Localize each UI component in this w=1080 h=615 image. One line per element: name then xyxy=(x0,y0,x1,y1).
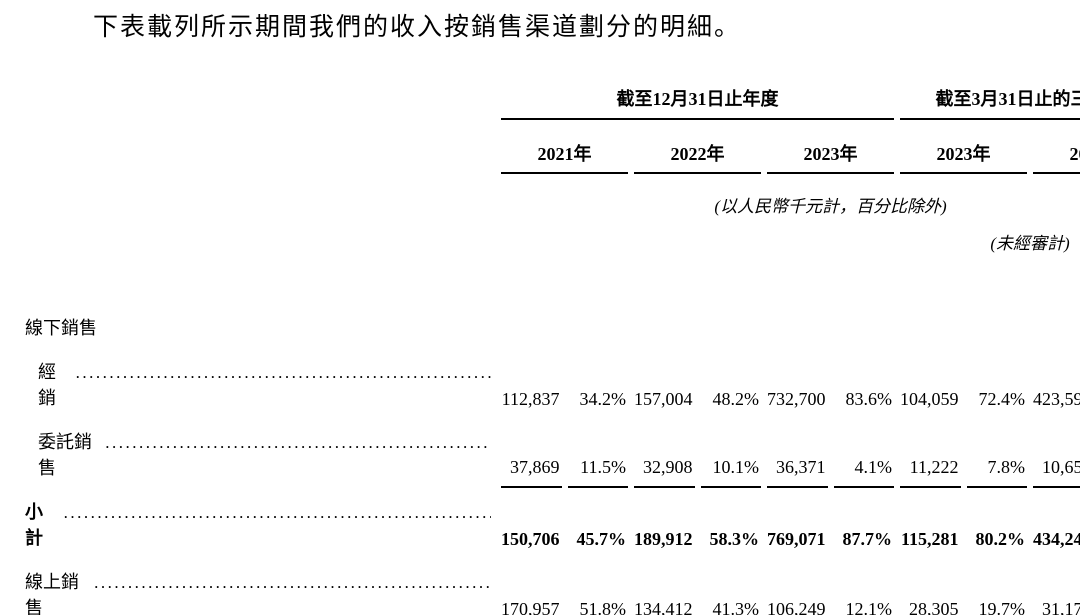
dot-leader xyxy=(76,363,491,383)
table-row-subtotal: 小計 150,706 45.7% 189,912 58.3% 769,071 8… xyxy=(25,488,1080,558)
row-label: 小計 xyxy=(25,501,43,548)
dot-leader xyxy=(64,503,491,523)
cell-percent: 80.2% xyxy=(975,528,1026,549)
table-row-consignment: 委託銷售 37,869 11.5% 32,908 10.1% 36,371 4.… xyxy=(25,418,1080,488)
cell-value: 104,059 xyxy=(900,388,959,409)
year-header-2021: 2021年 xyxy=(501,120,628,174)
cell-percent: 45.7% xyxy=(576,528,627,549)
cell-value: 32,908 xyxy=(634,418,695,488)
cell-value: 106,249 xyxy=(767,598,826,615)
cell-percent: 7.8% xyxy=(966,418,1027,488)
cell-percent: 12.1% xyxy=(845,598,893,615)
empty-corner-cell xyxy=(25,85,495,120)
cell-value: 112,837 xyxy=(501,388,560,409)
row-label: 委託銷售 xyxy=(38,431,92,478)
cell-value: 37,869 xyxy=(501,418,562,488)
cell-value: 150,706 xyxy=(501,528,560,549)
cell-value: 10,650 xyxy=(1033,418,1080,488)
cell-value: 115,281 xyxy=(900,528,959,549)
year-header-row: 2021年 2022年 2023年 2023年 2024年 xyxy=(25,120,1080,174)
cell-percent: 87.7% xyxy=(842,528,893,549)
year-header-2024q1: 2024年 xyxy=(1033,120,1080,174)
dot-leader xyxy=(94,573,491,593)
cell-value: 36,371 xyxy=(767,418,828,488)
cell-percent: 10.1% xyxy=(700,418,761,488)
row-label: 線下銷售 xyxy=(25,317,97,338)
year-header-2023: 2023年 xyxy=(767,120,894,174)
table-row-offline-sales: 線下銷售 xyxy=(25,304,1080,348)
cell-value: 189,912 xyxy=(634,528,693,549)
cell-value: 11,222 xyxy=(900,418,961,488)
unit-note: (以人民幣千元計，百分比除外) xyxy=(714,196,947,216)
cell-percent: 48.2% xyxy=(712,388,760,409)
table-row-online-sales: 線上銷售 170,957 51.8% 134,412 41.3% 106,249… xyxy=(25,558,1080,615)
dot-leader xyxy=(105,433,491,453)
cell-percent: 19.7% xyxy=(978,598,1026,615)
row-label: 經銷 xyxy=(38,361,56,408)
cell-value: 732,700 xyxy=(767,388,826,409)
year-header-2022: 2022年 xyxy=(634,120,761,174)
period-group-quarter: 截至3月31日止的三個月 xyxy=(900,85,1080,120)
unit-note-row: (以人民幣千元計，百分比除外) xyxy=(25,174,1080,217)
cell-value: 157,004 xyxy=(634,388,693,409)
cell-percent: 83.6% xyxy=(845,388,893,409)
period-group-annual: 截至12月31日止年度 xyxy=(501,85,894,120)
cell-value: 434,249 xyxy=(1033,528,1080,549)
intro-text: 下表載列所示期間我們的收入按銷售渠道劃分的明細。 xyxy=(93,14,742,41)
cell-percent: 51.8% xyxy=(579,598,627,615)
cell-value: 28,305 xyxy=(909,598,959,615)
cell-percent: 11.5% xyxy=(567,418,628,488)
cell-percent: 72.4% xyxy=(978,388,1026,409)
cell-percent: 41.3% xyxy=(712,598,760,615)
year-header-2023q1: 2023年 xyxy=(900,120,1027,174)
cell-percent: 58.3% xyxy=(709,528,760,549)
cell-value: 170,957 xyxy=(501,598,560,615)
spacer-row xyxy=(25,254,1080,304)
table-row-distribution: 經銷 112,837 34.2% 157,004 48.2% 732,700 8… xyxy=(25,348,1080,418)
period-group-header-row: 截至12月31日止年度 截至3月31日止的三個月 xyxy=(25,85,1080,120)
cell-value: 31,178 xyxy=(1042,598,1080,615)
cell-percent: 4.1% xyxy=(833,418,894,488)
cell-value: 134,412 xyxy=(634,598,693,615)
audit-note-row: (未經審計) xyxy=(25,217,1080,254)
audit-note: (未經審計) xyxy=(990,233,1070,253)
row-label: 線上銷售 xyxy=(25,571,79,615)
cell-percent: 34.2% xyxy=(579,388,627,409)
revenue-by-channel-table: 截至12月31日止年度 截至3月31日止的三個月 2021年 2022年 202… xyxy=(19,85,1080,615)
cell-value: 769,071 xyxy=(767,528,826,549)
cell-value: 423,599 xyxy=(1033,388,1080,409)
